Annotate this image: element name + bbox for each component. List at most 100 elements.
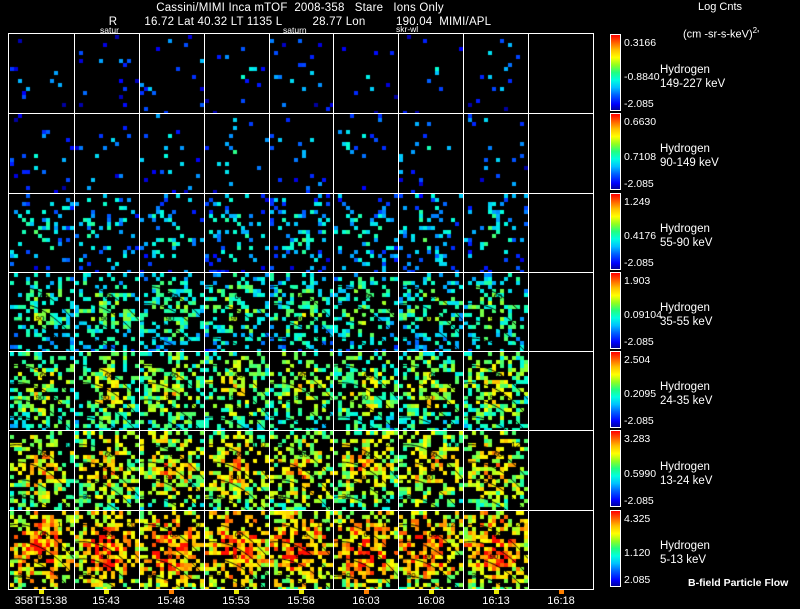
heatmap-panel bbox=[75, 511, 139, 589]
heatmap-grid bbox=[8, 33, 594, 590]
colorbar bbox=[610, 34, 621, 111]
header-micro-label: skr-wl bbox=[396, 25, 419, 33]
heatmap-panel bbox=[270, 194, 333, 272]
time-axis-label: 16:13 bbox=[482, 595, 510, 607]
colorbar-legend-units: (cm -sr-s-keV)2' bbox=[630, 14, 800, 53]
header-micro-label: satur bbox=[100, 26, 119, 34]
time-axis-tick bbox=[429, 590, 434, 594]
grid-row-divider bbox=[9, 272, 593, 273]
heatmap-panel bbox=[270, 114, 333, 193]
energy-band-species: Hydrogen bbox=[660, 223, 710, 235]
heatmap-panel bbox=[399, 114, 463, 193]
heatmap-panel bbox=[464, 114, 528, 193]
colorbar bbox=[610, 351, 621, 428]
heatmap-panel bbox=[334, 35, 398, 113]
grid-row-divider bbox=[9, 113, 593, 114]
heatmap-panel bbox=[75, 352, 139, 430]
energy-band-range: 13-24 keV bbox=[660, 475, 713, 487]
header-micro-label: saturn bbox=[283, 26, 307, 34]
colorbar-min-label: -2.085 bbox=[624, 336, 654, 348]
heatmap-panel bbox=[464, 511, 528, 589]
time-axis-label: 15:48 bbox=[157, 595, 185, 607]
heatmap-panel bbox=[334, 273, 398, 351]
colorbar-legend-title: Log Cnts bbox=[697, 1, 743, 13]
colorbar-mid-label: 1.120 bbox=[624, 547, 651, 559]
heatmap-panel bbox=[75, 431, 139, 510]
heatmap-panel bbox=[75, 273, 139, 351]
heatmap-panel bbox=[464, 194, 528, 272]
grid-row-divider bbox=[9, 193, 593, 194]
colorbar-min-label: -2.085 bbox=[624, 178, 654, 190]
grid-column-divider bbox=[463, 34, 464, 589]
heatmap-panel bbox=[334, 352, 398, 430]
time-axis-label: 16:18 bbox=[547, 595, 575, 607]
heatmap-panel bbox=[270, 352, 333, 430]
heatmap-panel bbox=[10, 511, 74, 589]
heatmap-panel bbox=[140, 273, 204, 351]
heatmap-panel bbox=[10, 194, 74, 272]
colorbar-min-label: 2.085 bbox=[624, 574, 651, 586]
heatmap-panel bbox=[334, 511, 398, 589]
heatmap-panel bbox=[140, 511, 204, 589]
energy-band-species: Hydrogen bbox=[660, 381, 710, 393]
heatmap-panel bbox=[10, 273, 74, 351]
heatmap-panel bbox=[140, 35, 204, 113]
heatmap-panel bbox=[334, 431, 398, 510]
colorbar-mid-label: 0.5990 bbox=[624, 468, 657, 480]
time-axis-tick bbox=[494, 590, 499, 594]
heatmap-panel bbox=[334, 194, 398, 272]
energy-band-species: Hydrogen bbox=[660, 143, 710, 155]
heatmap-panel bbox=[399, 273, 463, 351]
energy-band-range: 5-13 keV bbox=[660, 554, 707, 566]
heatmap-panel bbox=[205, 511, 269, 589]
energy-band-species: Hydrogen bbox=[660, 64, 710, 76]
time-axis-label: 15:43 bbox=[92, 595, 120, 607]
colorbar-mid-label: 0.2095 bbox=[624, 388, 657, 400]
grid-column-divider bbox=[398, 34, 399, 589]
colorbar-mid-label: 0.7108 bbox=[624, 151, 657, 163]
heatmap-panel bbox=[399, 431, 463, 510]
heatmap-panel bbox=[399, 194, 463, 272]
colorbar-max-label: 4.325 bbox=[624, 513, 651, 525]
grid-column-divider bbox=[204, 34, 205, 589]
colorbar bbox=[610, 193, 621, 270]
time-axis-tick bbox=[234, 590, 239, 594]
colorbar-min-label: -2.085 bbox=[624, 495, 654, 507]
heatmap-panel bbox=[464, 431, 528, 510]
heatmap-panel bbox=[334, 114, 398, 193]
b-field-particle-flow-note: B-field Particle Flow bbox=[688, 577, 789, 589]
energy-band-range: 55-90 keV bbox=[660, 237, 713, 249]
heatmap-panel bbox=[270, 511, 333, 589]
grid-row-divider bbox=[9, 430, 593, 431]
heatmap-panel bbox=[10, 431, 74, 510]
colorbar bbox=[610, 510, 621, 587]
time-axis-label: 15:58 bbox=[287, 595, 315, 607]
time-axis-tick bbox=[559, 590, 564, 594]
heatmap-panel bbox=[205, 114, 269, 193]
colorbar-mid-label: -0.8840 bbox=[624, 71, 660, 83]
time-axis-label: 358T15:38 bbox=[14, 595, 68, 607]
colorbar bbox=[610, 430, 621, 507]
heatmap-panel bbox=[10, 352, 74, 430]
grid-column-divider bbox=[269, 34, 270, 589]
heatmap-panel bbox=[464, 273, 528, 351]
energy-band-range: 24-35 keV bbox=[660, 395, 713, 407]
energy-band-range: 35-55 keV bbox=[660, 316, 713, 328]
energy-band-range: 90-149 keV bbox=[660, 157, 719, 169]
heatmap-panel bbox=[140, 431, 204, 510]
time-axis-tick bbox=[39, 590, 44, 594]
grid-column-divider bbox=[74, 34, 75, 589]
heatmap-panel bbox=[10, 35, 74, 113]
figure-subtitle: R 16.72 Lat 40.32 LT 1135 L 28.77 Lon 19… bbox=[108, 16, 492, 28]
energy-band-range: 149-227 keV bbox=[660, 78, 726, 90]
heatmap-panel bbox=[464, 35, 528, 113]
heatmap-panel bbox=[75, 114, 139, 193]
heatmap-panel bbox=[464, 352, 528, 430]
energy-band-species: Hydrogen bbox=[660, 461, 710, 473]
heatmap-panel bbox=[399, 35, 463, 113]
heatmap-panel bbox=[140, 194, 204, 272]
colorbar-max-label: 2.504 bbox=[624, 354, 651, 366]
legend-units-exponent: 2 bbox=[752, 26, 758, 35]
figure-title: Cassini/MIMI Inca mTOF 2008-358 Stare Io… bbox=[156, 2, 444, 14]
